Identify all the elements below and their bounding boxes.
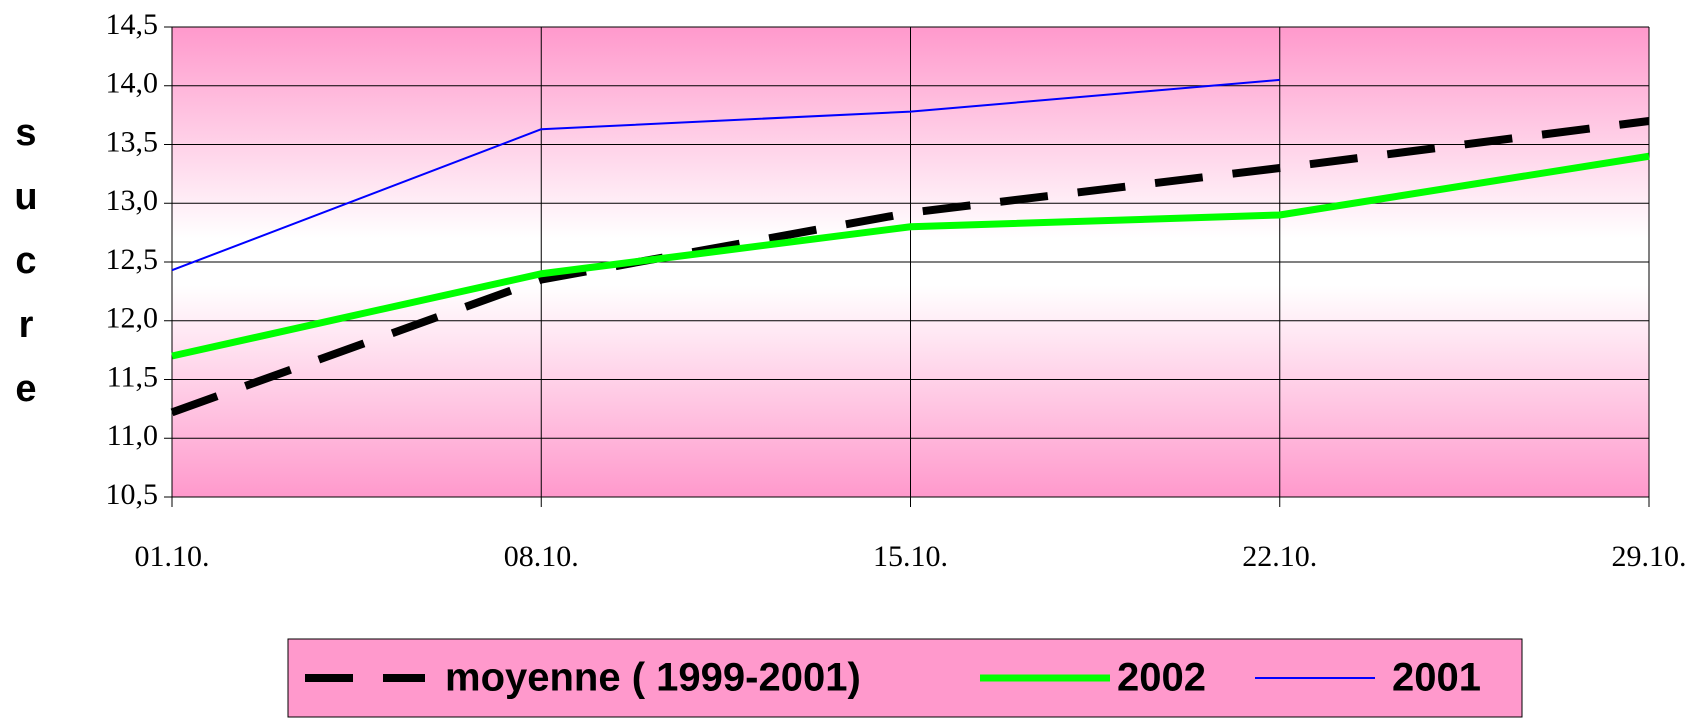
y-tick-label: 14,0 [106,67,159,100]
y-tick-label: 12,0 [106,302,159,335]
legend-label: moyenne ( 1999-2001) [445,656,861,700]
y-tick-label: 11,0 [107,419,158,452]
x-tick-label: 15.10. [873,540,948,573]
y-tick-label: 13,5 [106,125,159,158]
y-tick-label: 11,5 [107,360,158,393]
legend-label: 2002 [1117,656,1206,700]
y-tick-label: 13,0 [106,184,159,217]
legend-label: 2001 [1392,656,1481,700]
y-tick-label: 10,5 [106,478,159,511]
series-line [171,152,1650,360]
y-tick-label: 12,5 [106,243,159,276]
series-line [171,78,1280,272]
x-tick-label: 08.10. [504,540,579,573]
series-line [170,117,1650,417]
y-tick-label: 14,5 [106,8,159,41]
x-tick-label: 29.10. [1612,540,1687,573]
x-tick-label: 01.10. [135,540,210,573]
x-tick-label: 22.10. [1242,540,1317,573]
